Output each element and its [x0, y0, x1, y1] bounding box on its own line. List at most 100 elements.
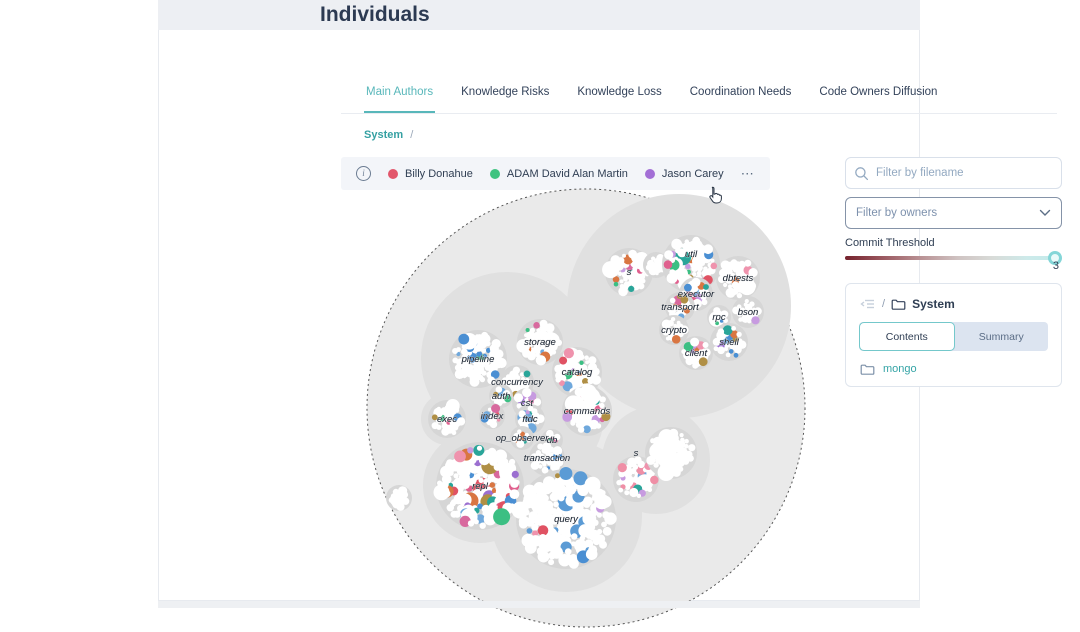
file-bubble[interactable]: [685, 263, 691, 270]
file-bubble[interactable]: [645, 264, 652, 271]
file-bubble[interactable]: [720, 310, 729, 319]
file-bubble[interactable]: [473, 519, 479, 525]
file-bubble[interactable]: [713, 307, 721, 315]
file-bubble[interactable]: [495, 412, 500, 416]
file-bubble[interactable]: [684, 438, 689, 444]
file-bubble[interactable]: [575, 421, 582, 428]
file-bubble[interactable]: [733, 352, 739, 358]
file-bubble[interactable]: [467, 447, 474, 454]
file-bubble[interactable]: [489, 482, 496, 488]
file-bubble[interactable]: [431, 422, 439, 430]
file-bubble[interactable]: [467, 520, 475, 527]
file-bubble[interactable]: [503, 462, 517, 475]
file-bubble[interactable]: [533, 398, 542, 406]
tab-summary[interactable]: Summary: [978, 330, 1024, 343]
file-bubble[interactable]: [602, 261, 620, 279]
file-bubble[interactable]: [703, 289, 710, 296]
file-bubble[interactable]: [450, 510, 458, 518]
file-bubble[interactable]: [666, 272, 678, 284]
file-bubble[interactable]: [431, 414, 438, 421]
file-bubble[interactable]: [652, 436, 663, 447]
file-bubble[interactable]: [595, 423, 602, 429]
file-bubble[interactable]: [501, 377, 510, 385]
file-bubble[interactable]: [618, 470, 626, 478]
file-bubble[interactable]: [744, 259, 752, 267]
file-bubble[interactable]: [599, 495, 612, 508]
slider-handle[interactable]: [1048, 251, 1062, 265]
file-bubble[interactable]: [554, 457, 564, 467]
file-bubble[interactable]: [577, 426, 585, 433]
file-bubble[interactable]: [583, 496, 593, 507]
owners-filter-select[interactable]: Filter by owners: [845, 197, 1062, 229]
file-bubble[interactable]: [722, 325, 733, 336]
file-bubble[interactable]: [478, 477, 484, 483]
file-bubble[interactable]: [585, 548, 598, 560]
file-bubble[interactable]: [748, 268, 758, 278]
file-bubble[interactable]: [730, 330, 739, 339]
file-bubble[interactable]: [555, 377, 561, 383]
file-bubble[interactable]: [647, 487, 653, 493]
file-bubble[interactable]: [542, 442, 552, 452]
file-bubble[interactable]: [655, 271, 659, 276]
file-bubble[interactable]: [687, 455, 694, 462]
file-bubble[interactable]: [392, 488, 399, 495]
file-bubble[interactable]: [483, 359, 490, 366]
file-bubble[interactable]: [679, 433, 684, 438]
file-bubble[interactable]: [719, 268, 727, 277]
legend-author-0[interactable]: Billy Donahue: [388, 168, 473, 180]
file-bubble[interactable]: [564, 548, 572, 555]
file-bubble[interactable]: [629, 487, 639, 498]
file-bubble[interactable]: [747, 319, 752, 324]
file-bubble[interactable]: [574, 387, 584, 397]
file-bubble[interactable]: [710, 258, 715, 263]
file-bubble[interactable]: [490, 395, 497, 401]
file-bubble[interactable]: [479, 522, 486, 529]
file-bubble[interactable]: [584, 355, 589, 360]
file-bubble[interactable]: [530, 453, 539, 462]
file-bubble[interactable]: [602, 526, 612, 536]
file-bubble[interactable]: [521, 377, 525, 381]
commit-threshold-slider[interactable]: [845, 251, 1062, 265]
file-bubble[interactable]: [665, 336, 670, 341]
file-bubble[interactable]: [637, 282, 645, 290]
file-bubble[interactable]: [684, 283, 692, 292]
file-bubble[interactable]: [571, 396, 577, 402]
file-bubble[interactable]: [738, 276, 743, 281]
file-bubble[interactable]: [458, 333, 470, 345]
slider-track[interactable]: [845, 256, 1062, 260]
file-bubble[interactable]: [451, 430, 457, 436]
file-bubble[interactable]: [526, 528, 533, 534]
file-bubble[interactable]: [616, 480, 622, 486]
file-bubble[interactable]: [661, 431, 666, 436]
file-bubble[interactable]: [537, 443, 544, 450]
file-bubble[interactable]: [744, 299, 749, 304]
file-bubble[interactable]: [559, 356, 568, 365]
file-bubble[interactable]: [617, 271, 623, 276]
file-bubble[interactable]: [636, 465, 646, 475]
file-bubble[interactable]: [749, 301, 755, 307]
file-bubble[interactable]: [396, 502, 405, 511]
file-bubble[interactable]: [480, 414, 489, 423]
file-bubble[interactable]: [603, 408, 608, 413]
file-bubble[interactable]: [671, 238, 683, 250]
file-bubble[interactable]: [527, 405, 534, 412]
file-bubble[interactable]: [535, 450, 541, 456]
file-bubble[interactable]: [563, 348, 574, 359]
tab-main-authors[interactable]: Main Authors: [364, 78, 436, 113]
file-bubble[interactable]: [496, 357, 507, 369]
file-bubble[interactable]: [524, 333, 529, 338]
file-bubble[interactable]: [452, 424, 459, 431]
file-bubble[interactable]: [730, 259, 738, 267]
file-bubble[interactable]: [524, 541, 537, 554]
file-bubble[interactable]: [481, 370, 487, 376]
file-bubble[interactable]: [628, 285, 635, 292]
file-bubble[interactable]: [532, 530, 539, 537]
file-bubble[interactable]: [461, 348, 468, 355]
file-bubble[interactable]: [523, 370, 531, 378]
file-bubble[interactable]: [533, 322, 540, 329]
file-bubble[interactable]: [554, 364, 563, 373]
file-bubble[interactable]: [487, 376, 496, 385]
file-bubble[interactable]: [582, 378, 589, 385]
file-bubble[interactable]: [727, 284, 733, 289]
file-bubble[interactable]: [562, 412, 573, 422]
